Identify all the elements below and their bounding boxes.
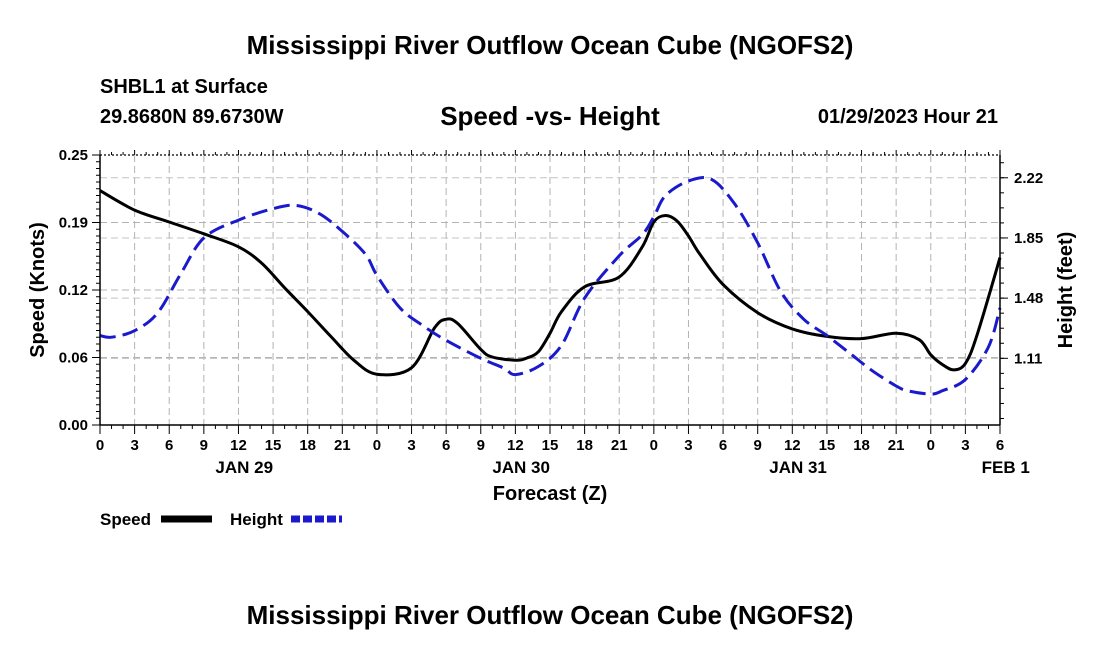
y2-tick-label: 1.11 [1014,350,1042,367]
y2-tick-label: 2.22 [1014,170,1043,187]
y2-axis-title: Height (feet) [1055,232,1077,349]
x-tick-label: 12 [230,437,247,454]
axis-labels: 0 3 6 9 12 15 18 21 0 3 6 9 12 15 18 21 0 3 6 9 12 15 18 21 0 3 6 0… [27,147,1077,529]
date-label: JAN 30 [492,458,550,477]
x-tick-label: 6 [442,437,450,454]
x-tick-label: 3 [407,437,415,454]
x-axis-title: Forecast (Z) [493,483,607,505]
x-tick-label: 21 [888,437,905,454]
x-tick-label: 18 [576,437,593,454]
legend-label-speed: Speed [100,510,151,529]
x-tick-label: 0 [927,437,935,454]
y-axis-title: Speed (Knots) [27,222,49,358]
height-series-line [99,176,1002,396]
axes [92,150,1008,434]
x-tick-label: 6 [719,437,727,454]
x-tick-label: 0 [373,437,381,454]
x-tick-label: 3 [961,437,969,454]
y2-tick-label: 1.48 [1014,290,1043,307]
x-tick-label: 18 [853,437,870,454]
x-tick-label: 0 [96,437,104,454]
x-tick-label: 18 [299,437,316,454]
x-tick-label: 9 [200,437,208,454]
speed-series-line [99,189,1002,377]
date-label: JAN 31 [769,458,827,477]
x-tick-label: 0 [650,437,658,454]
legend-label-height: Height [230,510,283,529]
chart-title: Mississippi River Outflow Ocean Cube (NG… [246,30,854,60]
x-tick-label: 21 [334,437,351,454]
grid-lines [100,155,1000,425]
date-label: FEB 1 [982,458,1030,477]
x-tick-label: 15 [819,437,836,454]
x-tick-label: 12 [507,437,524,454]
y-tick-label: 0.06 [59,350,88,367]
x-tick-label: 21 [611,437,628,454]
x-tick-label: 9 [754,437,762,454]
x-tick-label: 15 [542,437,559,454]
x-tick-label: 6 [165,437,173,454]
y-tick-label: 0.19 [59,215,88,232]
date-label: JAN 29 [215,458,273,477]
y-tick-label: 0.25 [59,147,88,164]
y-tick-label: 0.00 [59,417,88,434]
forecast-datetime: 01/29/2023 Hour 21 [817,106,998,128]
series-layer [99,176,1002,396]
y-tick-label: 0.12 [59,282,88,299]
x-tick-label: 3 [130,437,138,454]
bottom-chart-title: Mississippi River Outflow Ocean Cube (NG… [246,600,854,630]
x-tick-label: 3 [684,437,692,454]
chart-subtitle: Speed -vs- Height [440,101,660,131]
x-tick-label: 12 [784,437,801,454]
x-tick-label: 15 [265,437,282,454]
y2-tick-label: 1.85 [1014,230,1043,247]
station-label: SHBL1 at Surface [100,76,268,98]
x-tick-label: 6 [996,437,1004,454]
x-tick-label: 9 [477,437,485,454]
speed-height-chart: 0 3 6 9 12 15 18 21 0 3 6 9 12 15 18 21 0 3 6 9 12 15 18 21 0 3 6 0… [27,147,1077,529]
coordinates-label: 29.8680N 89.6730W [100,106,284,128]
